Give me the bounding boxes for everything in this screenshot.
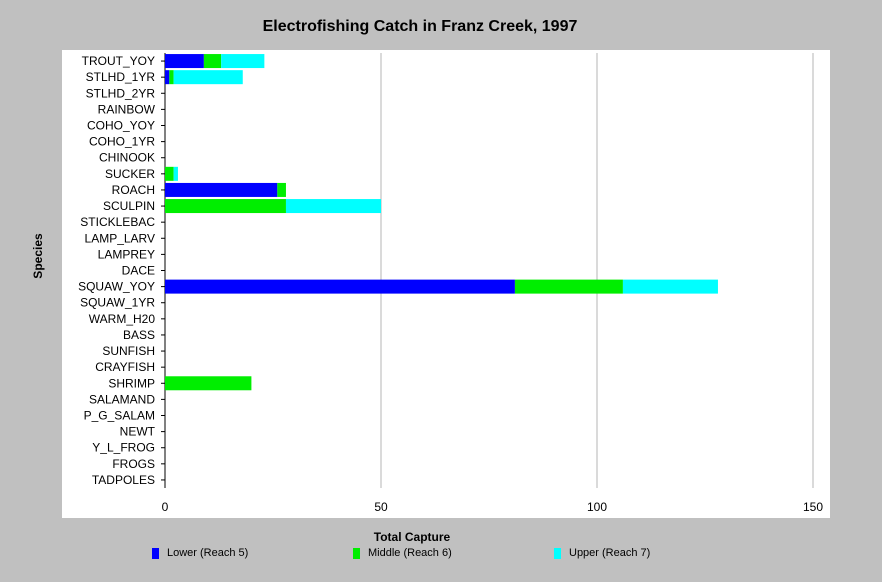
bar-segment — [165, 279, 515, 294]
x-tick-label: 150 — [803, 500, 823, 514]
bar-segment — [165, 199, 286, 214]
bar-segment — [165, 166, 174, 181]
legend-swatch-upper — [554, 547, 561, 559]
y-tick-label: TADPOLES — [92, 473, 155, 487]
legend-item-middle: Middle (Reach 6) — [353, 547, 452, 559]
x-axis-title: Total Capture — [373, 530, 451, 544]
y-tick-label: SUCKER — [105, 167, 155, 181]
y-tick-label: SQUAW_YOY — [78, 280, 155, 294]
y-tick-label: Y_L_FROG — [92, 441, 155, 455]
y-tick-label: SCULPIN — [103, 199, 155, 213]
y-tick-label: COHO_YOY — [87, 119, 155, 133]
bar-segment — [285, 199, 381, 214]
bar-segment — [514, 279, 623, 294]
legend-label-middle: Middle (Reach 6) — [368, 547, 452, 559]
y-tick-label: LAMPREY — [98, 247, 155, 261]
x-tick-label: 0 — [162, 500, 169, 514]
bar-segment — [173, 166, 178, 181]
x-tick-label: 50 — [374, 500, 388, 514]
chart-title: Electrofishing Catch in Franz Creek, 199… — [262, 18, 578, 35]
y-axis-title: Species — [31, 233, 45, 279]
y-tick-label: TROUT_YOY — [82, 54, 155, 68]
y-tick-label: SQUAW_1YR — [80, 296, 155, 310]
y-tick-label: RAINBOW — [98, 102, 156, 116]
y-tick-label: LAMP_LARV — [85, 231, 155, 245]
bar-segment — [169, 70, 174, 85]
bar-segment — [173, 70, 243, 85]
bar-segment — [165, 70, 170, 85]
bar-segment — [165, 182, 278, 197]
y-tick-label: ROACH — [112, 183, 155, 197]
x-tick-label: 100 — [587, 500, 607, 514]
y-tick-label: STLHD_1YR — [86, 70, 156, 84]
y-tick-label: SHRIMP — [108, 376, 155, 390]
bar-segment — [203, 54, 222, 69]
legend-label-upper: Upper (Reach 7) — [569, 547, 651, 559]
y-tick-label: CHINOOK — [99, 151, 155, 165]
y-tick-label: STLHD_2YR — [86, 86, 156, 100]
bar-segment — [165, 54, 204, 69]
y-tick-label: NEWT — [120, 425, 156, 439]
bar-segment — [221, 54, 265, 69]
y-tick-label: SALAMAND — [89, 392, 155, 406]
legend-label-lower: Lower (Reach 5) — [167, 547, 249, 559]
y-tick-label: P_G_SALAM — [84, 409, 155, 423]
y-tick-label: WARM_H20 — [89, 312, 156, 326]
bar-segment — [277, 182, 286, 197]
y-tick-label: FROGS — [112, 457, 155, 471]
legend-item-upper: Upper (Reach 7) — [554, 547, 650, 559]
legend-item-lower: Lower (Reach 5) — [152, 547, 248, 559]
y-tick-label: DACE — [122, 264, 155, 278]
y-tick-label: SUNFISH — [102, 344, 155, 358]
bar-segment — [622, 279, 718, 294]
legend-swatch-lower — [152, 547, 159, 559]
y-tick-label: CRAYFISH — [95, 360, 155, 374]
bar-segment — [165, 376, 252, 391]
legend-swatch-middle — [353, 547, 360, 559]
y-tick-label: STICKLEBAC — [80, 215, 155, 229]
y-tick-label: BASS — [123, 328, 155, 342]
y-tick-label: COHO_1YR — [89, 135, 155, 149]
